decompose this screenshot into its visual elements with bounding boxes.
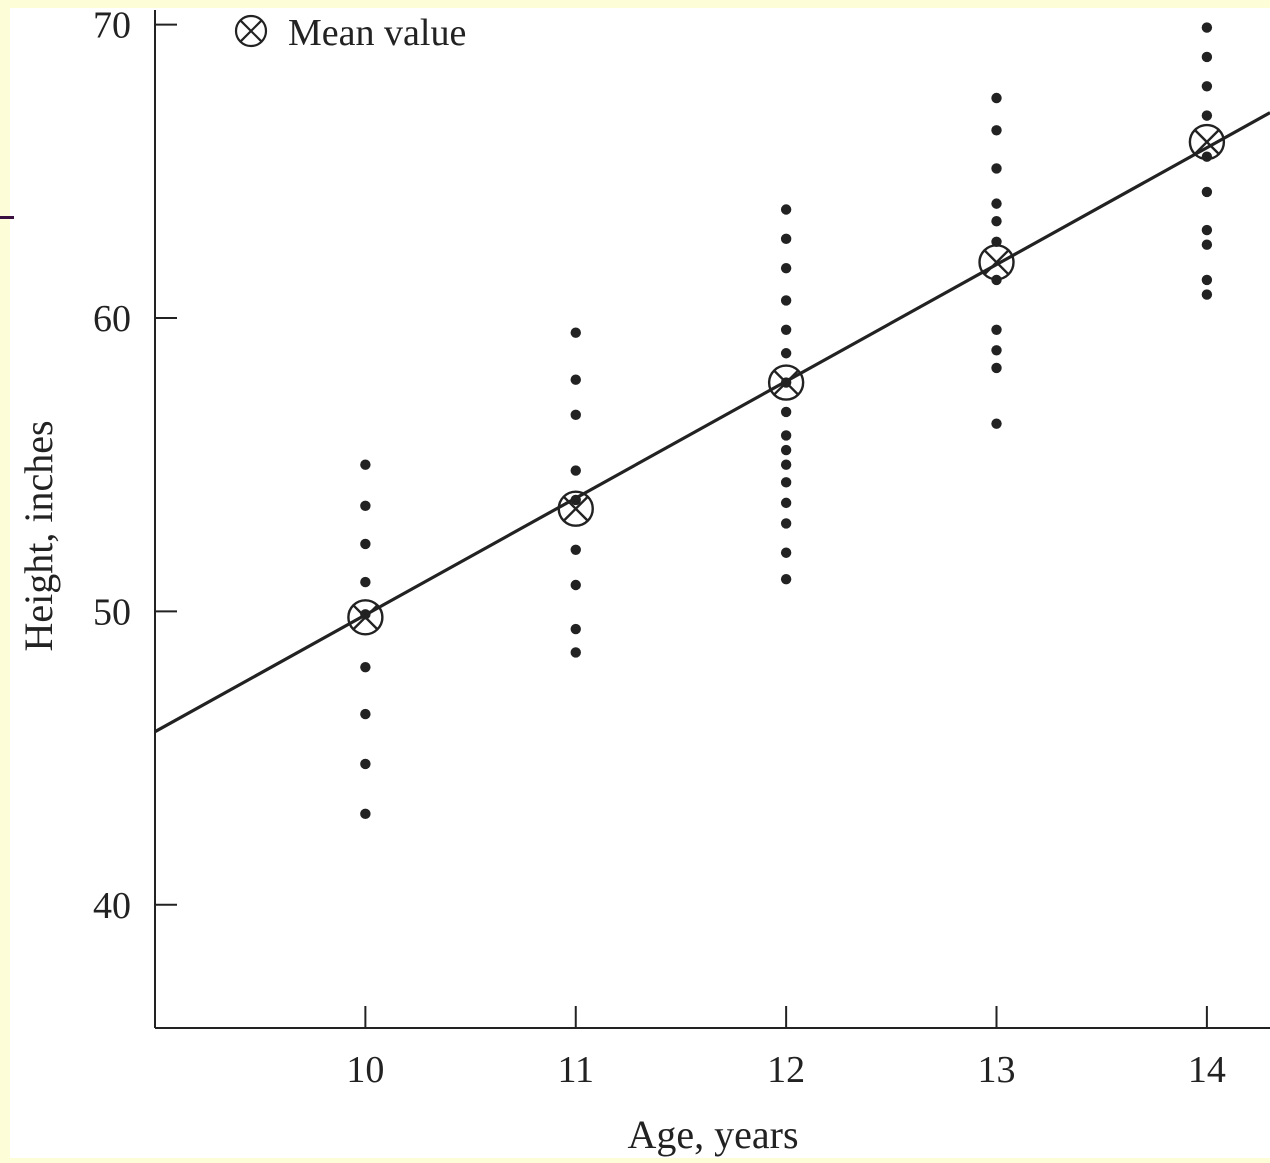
y-tick-label: 60 [93, 298, 131, 340]
x-tick-label: 12 [767, 1049, 805, 1091]
data-point [991, 362, 1002, 374]
legend: Mean value [234, 12, 466, 54]
data-point [570, 409, 581, 421]
data-point [360, 459, 371, 470]
data-point [360, 500, 371, 511]
mean-marker [347, 599, 384, 636]
marker-ring [767, 364, 805, 401]
data-point [780, 406, 792, 418]
y-tick-label: 50 [93, 591, 131, 633]
data-point [780, 233, 792, 245]
y-axis-title: Height, inches [16, 420, 61, 651]
data-point [570, 647, 581, 658]
data-point [360, 758, 371, 770]
data-point [780, 262, 792, 274]
data-point [780, 444, 792, 456]
data-point [991, 198, 1002, 209]
data-point [360, 661, 371, 673]
points-layer [360, 22, 1213, 820]
means-layer [347, 123, 1226, 636]
mean-marker [978, 244, 1015, 281]
data-point [780, 324, 792, 335]
data-point [570, 327, 581, 338]
regression-line [154, 111, 1270, 734]
data-point [1201, 289, 1213, 300]
data-point [991, 216, 1002, 227]
mean-marker [1188, 123, 1226, 161]
data-point [360, 538, 371, 550]
data-point [991, 125, 1002, 136]
data-point [1201, 81, 1213, 92]
y-tick-label: 40 [93, 885, 131, 927]
data-point [991, 324, 1002, 335]
data-point [570, 494, 581, 506]
data-point [991, 92, 1002, 104]
legend-marker-symbol [234, 14, 268, 48]
marker-cross-b [562, 495, 589, 522]
marker-ring [234, 14, 268, 48]
marker-ring [1188, 123, 1226, 161]
data-point [570, 579, 581, 591]
data-point [1201, 186, 1213, 198]
circled-x-icon [234, 14, 268, 48]
data-point [570, 465, 581, 476]
data-point [991, 163, 1002, 174]
corner-accent-bar [0, 216, 14, 219]
x-tick-label: 14 [1188, 1049, 1226, 1091]
data-point [780, 573, 792, 585]
marker-cross-b [773, 369, 800, 396]
data-point [1201, 110, 1213, 121]
marker-cross-b [983, 249, 1010, 276]
legend-label: Mean value [288, 12, 466, 54]
data-point [1201, 274, 1213, 286]
data-point [780, 295, 792, 306]
marker-cross-b [239, 19, 263, 43]
data-point [360, 708, 371, 720]
data-point [1201, 22, 1213, 33]
marker-ring [557, 490, 594, 527]
data-point [1201, 239, 1213, 250]
x-tick-label: 11 [557, 1049, 594, 1091]
axes: 40 50 60 70 10 11 12 13 14 [93, 5, 1270, 1091]
data-point [780, 518, 792, 529]
data-point [780, 348, 792, 359]
data-point [780, 547, 792, 558]
data-point [570, 544, 581, 556]
data-point [780, 477, 792, 488]
y-tick-label: 70 [93, 5, 131, 47]
data-point [570, 623, 581, 635]
marker-ring [978, 244, 1015, 281]
data-point [780, 459, 792, 470]
data-point [360, 808, 371, 820]
fit-layer [154, 111, 1270, 734]
marker-cross-b [1193, 128, 1220, 156]
marker-ring [347, 599, 384, 636]
plot-panel [10, 8, 1270, 1158]
x-tick-label: 13 [978, 1049, 1016, 1091]
data-point [1201, 151, 1213, 162]
data-point [991, 418, 1002, 429]
data-point [780, 497, 792, 509]
data-point [570, 374, 581, 385]
data-point [360, 576, 371, 588]
data-point [360, 609, 371, 620]
x-axis-title: Age, years [627, 1112, 798, 1157]
mean-marker [767, 364, 805, 401]
data-point [991, 345, 1002, 356]
data-point [780, 430, 792, 441]
data-point [780, 204, 792, 215]
data-point [1201, 51, 1213, 63]
x-tick-label: 10 [346, 1049, 384, 1091]
mean-marker [557, 490, 594, 527]
marker-cross-b [352, 604, 379, 631]
data-point [1201, 224, 1213, 236]
